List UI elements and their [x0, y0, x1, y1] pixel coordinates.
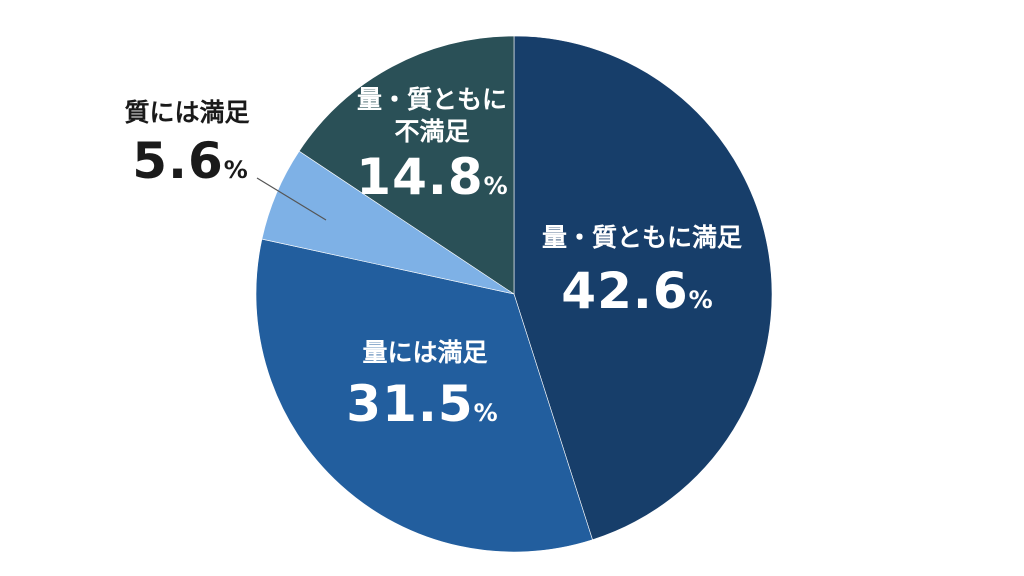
pie-labels: 量・質ともに満足 42.6% 量には満足 31.5% 質には満足 5.6% 量・… — [124, 85, 742, 433]
slice-value-unit-2: % — [474, 399, 498, 427]
pie-slices — [255, 35, 773, 553]
slice-value-unit-4: % — [484, 172, 508, 200]
slice-value-number-4: 14.8 — [356, 148, 483, 206]
slice-value-3: 5.6% — [132, 132, 248, 190]
slice-label-4-line-1: 量・質ともに — [357, 85, 507, 114]
slice-value-number-2: 31.5 — [346, 375, 473, 433]
slice-label-4-line-2: 不満足 — [394, 117, 469, 146]
slice-label-2: 量には満足 — [362, 338, 487, 367]
slice-value-unit-1: % — [689, 286, 713, 314]
pie-slice-4 — [298, 35, 515, 295]
slice-value-1: 42.6% — [561, 262, 712, 320]
slice-value-number-1: 42.6 — [561, 262, 688, 320]
slice-value-unit-3: % — [224, 156, 248, 184]
pie-slice-1 — [513, 35, 773, 541]
pie-slice-2 — [255, 238, 593, 553]
slice-value-4: 14.8% — [356, 148, 507, 206]
slice-label-1: 量・質ともに満足 — [542, 223, 742, 252]
slice-value-2: 31.5% — [346, 375, 497, 433]
leader-line-slice-3 — [256, 177, 327, 221]
slice-label-3: 質には満足 — [124, 98, 249, 127]
slice-value-number-3: 5.6 — [132, 132, 224, 190]
